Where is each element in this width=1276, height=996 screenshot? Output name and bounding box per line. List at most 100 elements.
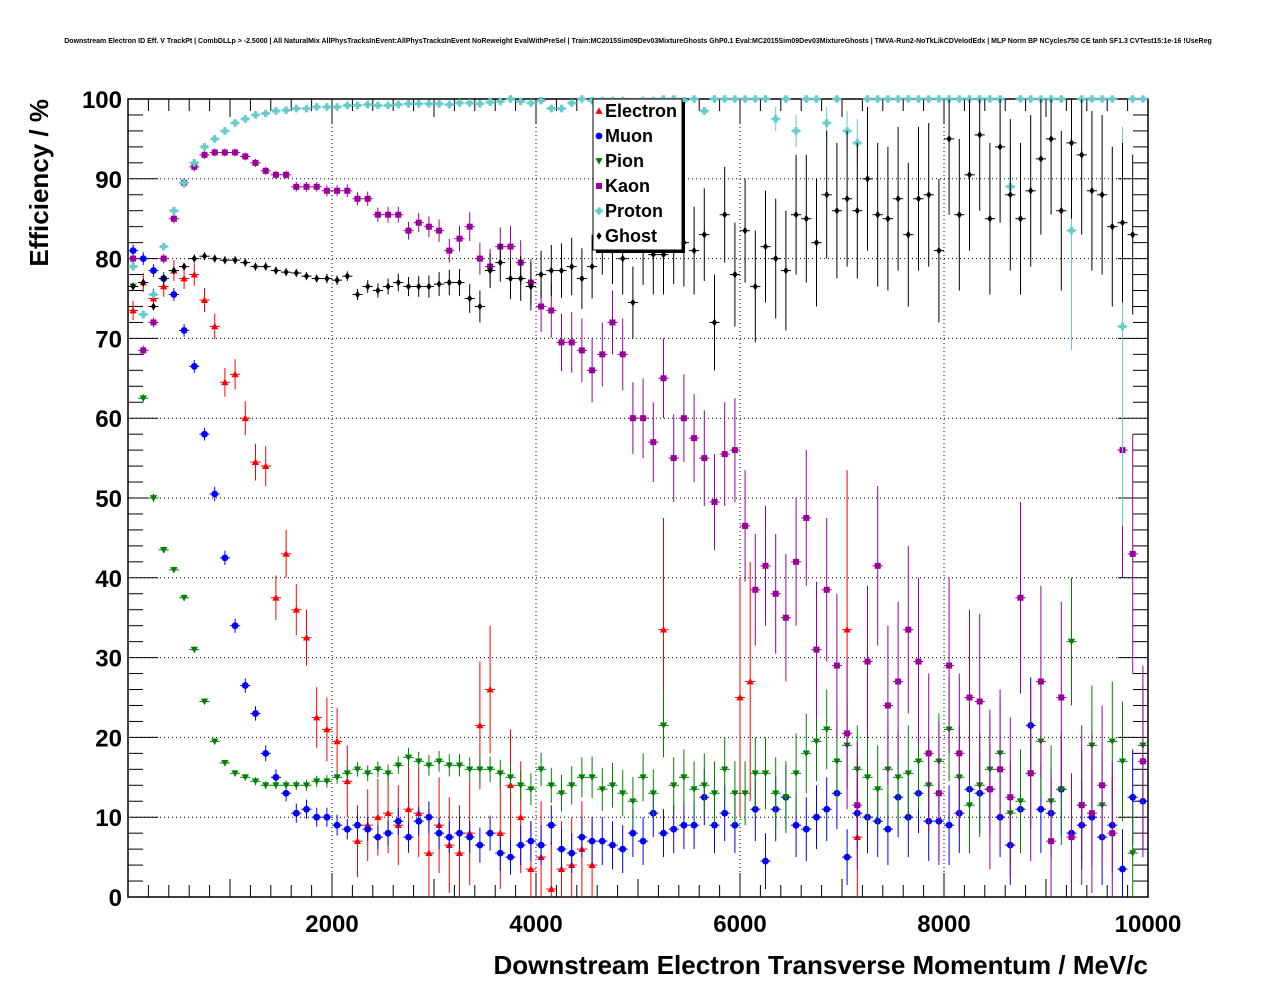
ghost-marker <box>548 266 554 275</box>
kaon-point <box>933 721 944 866</box>
kaon-point <box>811 581 822 718</box>
muon-point <box>546 805 557 846</box>
pion-point <box>281 780 292 791</box>
kaon-marker <box>1037 678 1044 685</box>
proton-marker <box>1026 95 1035 103</box>
pion-point <box>617 770 628 817</box>
muon-marker <box>374 833 382 841</box>
ghost-marker <box>589 262 595 271</box>
kaon-marker <box>456 235 463 242</box>
pion-point <box>474 757 485 782</box>
proton-marker <box>261 109 270 118</box>
ghost-point <box>342 271 353 281</box>
electron-point <box>199 288 210 313</box>
ghost-point <box>913 126 924 271</box>
kaon-marker <box>691 435 698 442</box>
kaon-point <box>1097 705 1108 866</box>
proton-point <box>882 95 893 103</box>
ghost-point <box>1107 146 1118 307</box>
ghost-point <box>199 252 210 261</box>
ghost-point <box>944 99 955 215</box>
proton-marker <box>149 290 158 299</box>
muon-marker <box>690 821 698 829</box>
ghost-marker <box>1079 151 1085 159</box>
proton-marker <box>516 97 525 106</box>
kaon-marker <box>711 498 718 505</box>
kaon-marker <box>232 149 239 156</box>
kaon-point <box>1076 725 1087 886</box>
ghost-marker <box>1109 222 1115 231</box>
electron-point <box>281 529 292 578</box>
pion-marker <box>1108 738 1116 745</box>
electron-point <box>734 577 746 818</box>
muon-marker <box>445 833 453 841</box>
ghost-marker <box>966 171 973 179</box>
muon-marker <box>843 853 851 861</box>
ghost-point <box>434 272 445 297</box>
electron-marker <box>211 322 219 330</box>
kaon-point <box>270 170 281 179</box>
kaon-marker <box>160 255 167 262</box>
pion-point <box>740 761 751 826</box>
proton-marker <box>374 101 382 110</box>
kaon-point <box>311 181 322 192</box>
electron-point <box>485 625 496 754</box>
ghost-marker <box>987 214 993 223</box>
pion-point <box>770 757 781 830</box>
pion-marker <box>343 770 351 777</box>
muon-marker <box>639 837 647 845</box>
pion-marker <box>435 758 443 765</box>
muon-point <box>168 288 179 301</box>
pion-marker <box>557 790 566 797</box>
kaon-marker <box>446 247 453 254</box>
ghost-point <box>719 166 730 263</box>
muon-point <box>342 818 353 840</box>
proton-marker <box>445 100 454 109</box>
muon-point <box>658 809 669 858</box>
kaon-marker <box>823 586 830 593</box>
proton-marker <box>180 178 188 187</box>
muon-point <box>240 678 251 693</box>
ghost-point <box>495 243 506 282</box>
proton-point <box>750 95 761 103</box>
kaon-marker <box>150 319 157 326</box>
muon-marker <box>139 255 147 262</box>
pion-marker <box>384 770 392 777</box>
ghost-point <box>362 280 373 293</box>
pion-point <box>1117 701 1128 822</box>
muon-point <box>842 829 853 886</box>
muon-marker <box>945 821 953 829</box>
kaon-point <box>362 191 373 206</box>
ghost-marker <box>691 246 697 255</box>
proton-point <box>403 99 414 108</box>
ghost-point <box>1005 118 1016 271</box>
kaon-point <box>995 689 1006 850</box>
kaon-marker <box>415 219 422 226</box>
kaon-marker <box>354 195 361 202</box>
ghost-point <box>219 256 230 265</box>
kaon-marker <box>640 415 647 422</box>
kaon-point <box>566 312 577 373</box>
kaon-point <box>791 498 802 626</box>
proton-point <box>179 178 190 187</box>
muon-point <box>811 785 822 850</box>
kaon-marker <box>742 522 749 529</box>
proton-marker <box>802 95 811 103</box>
pion-point <box>434 750 445 772</box>
ghost-point <box>1076 99 1087 235</box>
kaon-marker <box>1048 838 1055 845</box>
y-tick-label: 10 <box>95 805 122 832</box>
proton-marker <box>139 310 148 319</box>
kaon-marker <box>925 750 932 757</box>
proton-point <box>413 99 424 108</box>
y-tick-label: 100 <box>82 87 122 114</box>
proton-point <box>444 100 455 109</box>
ghost-marker <box>1048 135 1054 143</box>
muon-marker <box>364 825 372 833</box>
electron-marker <box>313 713 321 721</box>
kaon-point <box>230 148 241 157</box>
pion-point <box>903 725 914 822</box>
proton-marker <box>394 100 403 109</box>
ghost-point <box>852 142 863 279</box>
proton-marker <box>506 95 515 103</box>
